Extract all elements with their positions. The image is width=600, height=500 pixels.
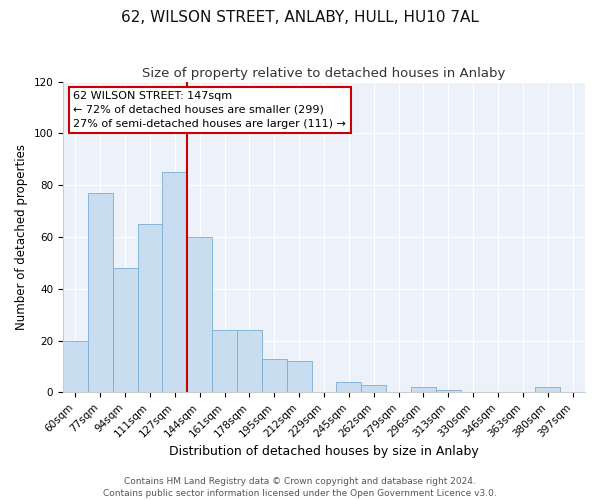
Bar	[237, 330, 262, 392]
Text: 62 WILSON STREET: 147sqm
← 72% of detached houses are smaller (299)
27% of semi-: 62 WILSON STREET: 147sqm ← 72% of detach…	[73, 91, 346, 129]
Text: Contains HM Land Registry data © Crown copyright and database right 2024.
Contai: Contains HM Land Registry data © Crown c…	[103, 476, 497, 498]
Bar	[411, 387, 436, 392]
Bar	[212, 330, 237, 392]
Bar	[262, 358, 287, 392]
Bar	[163, 172, 187, 392]
Bar	[436, 390, 461, 392]
Title: Size of property relative to detached houses in Anlaby: Size of property relative to detached ho…	[142, 68, 506, 80]
Bar	[137, 224, 163, 392]
Y-axis label: Number of detached properties: Number of detached properties	[15, 144, 28, 330]
Bar	[187, 237, 212, 392]
Bar	[88, 193, 113, 392]
Bar	[287, 362, 311, 392]
Bar	[361, 384, 386, 392]
Bar	[63, 340, 88, 392]
Bar	[337, 382, 361, 392]
X-axis label: Distribution of detached houses by size in Anlaby: Distribution of detached houses by size …	[169, 444, 479, 458]
Text: 62, WILSON STREET, ANLABY, HULL, HU10 7AL: 62, WILSON STREET, ANLABY, HULL, HU10 7A…	[121, 10, 479, 25]
Bar	[113, 268, 137, 392]
Bar	[535, 387, 560, 392]
